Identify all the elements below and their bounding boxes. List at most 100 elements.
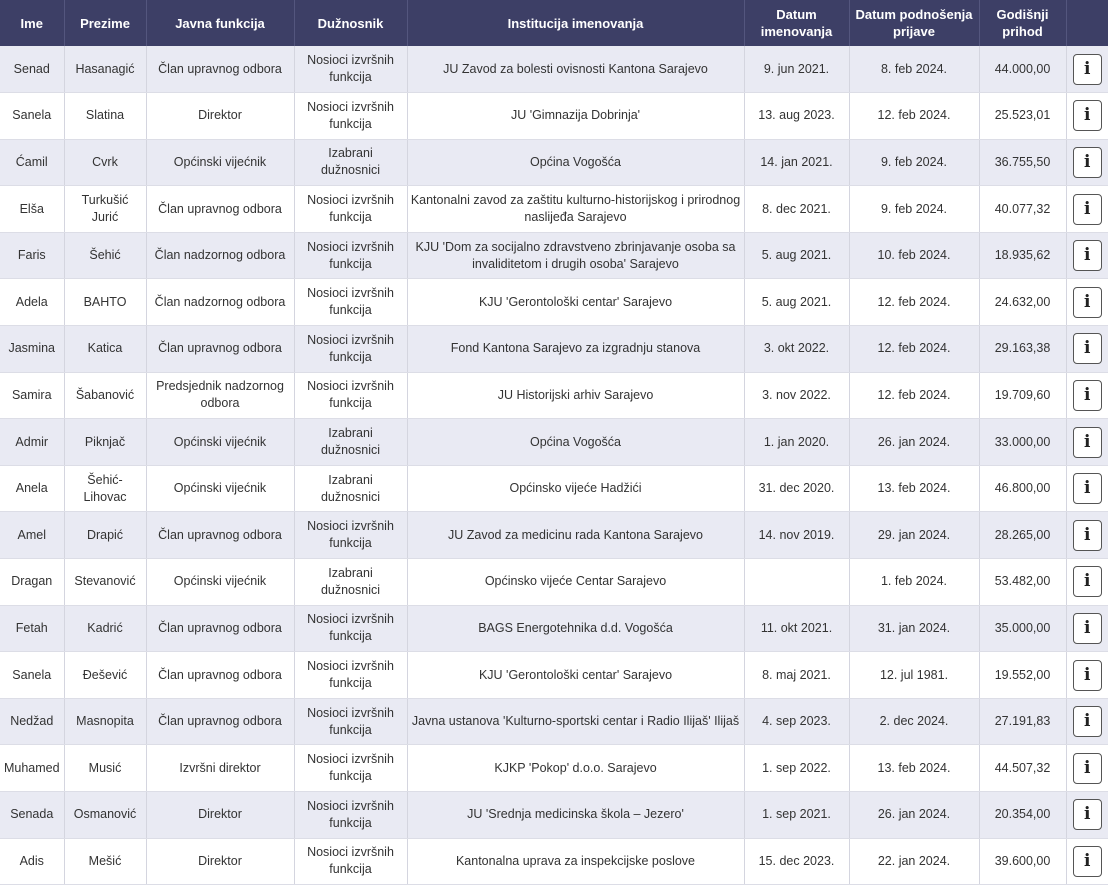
header-institucija[interactable]: Institucija imenovanja xyxy=(407,0,745,46)
table-row: Dragan Stevanović Općinski vijećnik Izabran… xyxy=(0,558,1108,606)
cell-duznosnik: Nosioci izvršnih funkcija xyxy=(294,651,408,699)
cell-datum-prijave: 9. feb 2024. xyxy=(849,185,980,233)
cell-institucija: JU Zavod za bolesti ovisnosti Kantona Sa… xyxy=(407,46,745,94)
cell-javna-funkcija: Član upravnog odbora xyxy=(146,325,295,373)
cell-prezime: Drapić xyxy=(64,511,147,560)
cell-duznosnik: Izabrani dužnosnici xyxy=(294,558,408,606)
cell-actions: i xyxy=(1066,46,1108,94)
info-button[interactable]: i xyxy=(1072,612,1102,644)
info-icon: i xyxy=(1084,198,1091,219)
cell-godisnji-prihod: 20.354,00 xyxy=(979,791,1067,839)
info-icon: i xyxy=(1084,151,1091,172)
cell-godisnji-prihod: 33.000,00 xyxy=(979,418,1067,466)
info-button[interactable]: i xyxy=(1072,53,1102,85)
cell-datum-prijave: 12. feb 2024. xyxy=(849,92,980,140)
info-button[interactable]: i xyxy=(1072,426,1102,458)
cell-prezime: Cvrk xyxy=(64,139,147,187)
cell-institucija: JU 'Srednja medicinska škola – Jezero' xyxy=(407,791,745,839)
cell-duznosnik: Nosioci izvršnih funkcija xyxy=(294,92,408,140)
cell-prezime: Kadrić xyxy=(64,605,147,653)
cell-datum-prijave: 22. jan 2024. xyxy=(849,838,980,885)
info-button[interactable]: i xyxy=(1072,379,1102,411)
info-button[interactable]: i xyxy=(1072,286,1102,318)
cell-duznosnik: Nosioci izvršnih funkcija xyxy=(294,698,408,746)
info-icon: i xyxy=(1084,245,1091,266)
header-datum-imenovanja[interactable]: Datum imenovanja xyxy=(744,0,850,46)
table-row: Adela BAHTO Član nadzornog odbora Nosioci i… xyxy=(0,278,1108,327)
info-button[interactable]: i xyxy=(1072,659,1102,691)
cell-prezime: Hasanagić xyxy=(64,46,147,94)
info-button[interactable]: i xyxy=(1072,706,1102,738)
cell-institucija: Općinsko vijeće Hadžići xyxy=(407,465,745,513)
cell-javna-funkcija: Izvršni direktor xyxy=(146,744,295,792)
cell-datum-imenovanja: 13. aug 2023. xyxy=(744,92,850,140)
info-button[interactable]: i xyxy=(1072,146,1102,178)
table-row: Fetah Kadrić Član upravnog odbora Nosioci i… xyxy=(0,605,1108,653)
cell-datum-imenovanja: 8. dec 2021. xyxy=(744,185,850,233)
table-row: Sanela Slatina Direktor Nosioci izvršnih fu… xyxy=(0,92,1108,140)
cell-javna-funkcija: Općinski vijećnik xyxy=(146,139,295,187)
cell-institucija: KJU 'Gerontološki centar' Sarajevo xyxy=(407,651,745,699)
cell-prezime: Šabanović xyxy=(64,372,147,420)
cell-javna-funkcija: Općinski vijećnik xyxy=(146,418,295,466)
cell-ime: Sanela xyxy=(0,651,65,699)
info-button[interactable]: i xyxy=(1072,333,1102,365)
cell-ime: Senad xyxy=(0,46,65,94)
table-row: Senad Hasanagić Član upravnog odbora Nosioc… xyxy=(0,46,1108,94)
info-button[interactable]: i xyxy=(1072,193,1102,225)
cell-duznosnik: Nosioci izvršnih funkcija xyxy=(294,372,408,420)
info-button[interactable]: i xyxy=(1072,799,1102,831)
cell-datum-imenovanja xyxy=(744,558,850,606)
cell-godisnji-prihod: 27.191,83 xyxy=(979,698,1067,746)
cell-duznosnik: Nosioci izvršnih funkcija xyxy=(294,511,408,560)
cell-actions: i xyxy=(1066,278,1108,327)
cell-institucija: KJU 'Gerontološki centar' Sarajevo xyxy=(407,278,745,327)
header-prezime[interactable]: Prezime xyxy=(64,0,147,46)
cell-actions: i xyxy=(1066,232,1108,280)
cell-javna-funkcija: Član upravnog odbora xyxy=(146,651,295,699)
cell-godisnji-prihod: 25.523,01 xyxy=(979,92,1067,140)
info-button[interactable]: i xyxy=(1072,566,1102,598)
cell-actions: i xyxy=(1066,791,1108,839)
info-button[interactable]: i xyxy=(1072,519,1102,551)
cell-datum-imenovanja: 11. okt 2021. xyxy=(744,605,850,653)
info-button[interactable]: i xyxy=(1072,473,1102,505)
header-ime[interactable]: Ime xyxy=(0,0,65,46)
info-button[interactable]: i xyxy=(1072,100,1102,132)
cell-javna-funkcija: Član upravnog odbora xyxy=(146,605,295,653)
cell-duznosnik: Nosioci izvršnih funkcija xyxy=(294,605,408,653)
cell-datum-prijave: 13. feb 2024. xyxy=(849,465,980,513)
cell-prezime: Stevanović xyxy=(64,558,147,606)
header-duznosnik[interactable]: Dužnosnik xyxy=(294,0,408,46)
cell-ime: Admir xyxy=(0,418,65,466)
cell-actions: i xyxy=(1066,698,1108,746)
info-button[interactable]: i xyxy=(1072,240,1102,272)
cell-datum-imenovanja: 5. aug 2021. xyxy=(744,278,850,327)
cell-prezime: Masnopita xyxy=(64,698,147,746)
cell-godisnji-prihod: 24.632,00 xyxy=(979,278,1067,327)
cell-godisnji-prihod: 44.000,00 xyxy=(979,46,1067,94)
info-icon: i xyxy=(1084,664,1091,685)
cell-institucija: Općina Vogošća xyxy=(407,139,745,187)
cell-ime: Jasmina xyxy=(0,325,65,373)
header-datum-prijave[interactable]: Datum podnošenja prijave xyxy=(849,0,980,46)
header-javna-funkcija[interactable]: Javna funkcija xyxy=(146,0,295,46)
cell-datum-prijave: 29. jan 2024. xyxy=(849,511,980,560)
cell-datum-imenovanja: 31. dec 2020. xyxy=(744,465,850,513)
cell-actions: i xyxy=(1066,465,1108,513)
cell-godisnji-prihod: 28.265,00 xyxy=(979,511,1067,560)
table-row: Admir Piknjač Općinski vijećnik Izabrani du… xyxy=(0,418,1108,466)
cell-institucija: JU Zavod za medicinu rada Kantona Saraje… xyxy=(407,511,745,560)
cell-godisnji-prihod: 40.077,32 xyxy=(979,185,1067,233)
info-button[interactable]: i xyxy=(1072,752,1102,784)
cell-prezime: Katica xyxy=(64,325,147,373)
info-button[interactable]: i xyxy=(1072,845,1102,877)
header-godisnji-prihod[interactable]: Godišnji prihod xyxy=(979,0,1067,46)
cell-datum-imenovanja: 4. sep 2023. xyxy=(744,698,850,746)
cell-actions: i xyxy=(1066,325,1108,373)
cell-godisnji-prihod: 53.482,00 xyxy=(979,558,1067,606)
cell-godisnji-prihod: 18.935,62 xyxy=(979,232,1067,280)
cell-datum-prijave: 13. feb 2024. xyxy=(849,744,980,792)
cell-institucija: KJKP 'Pokop' d.o.o. Sarajevo xyxy=(407,744,745,792)
cell-ime: Muhamed xyxy=(0,744,65,792)
